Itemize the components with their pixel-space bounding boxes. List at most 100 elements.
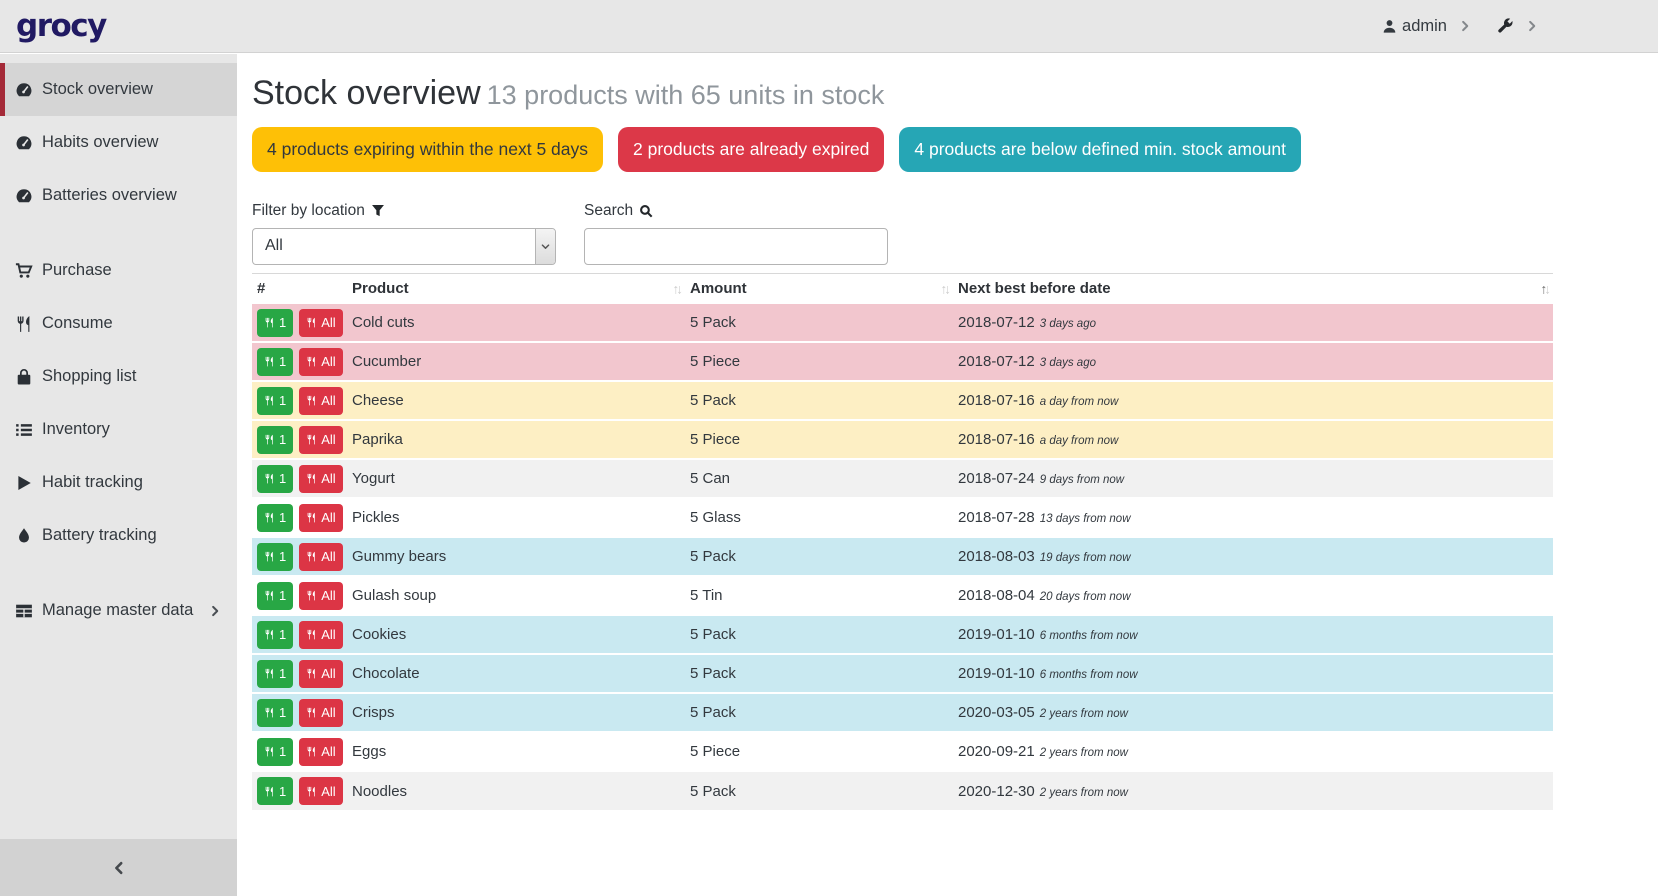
consume-all-button[interactable]: All <box>299 699 342 727</box>
cutlery-icon <box>306 512 317 523</box>
consume-all-button[interactable]: All <box>299 504 342 532</box>
consume-one-button[interactable]: 1 <box>257 348 293 376</box>
sidebar-item-manage-master-data[interactable]: Manage master data <box>0 584 237 637</box>
consume-one-button[interactable]: 1 <box>257 465 293 493</box>
best-before-date-cell: 2020-12-302 years from now <box>953 771 1553 810</box>
consume-one-button[interactable]: 1 <box>257 387 293 415</box>
amount-cell: 5 Glass <box>685 498 953 537</box>
consume-one-button[interactable]: 1 <box>257 660 293 688</box>
search-input[interactable] <box>584 228 888 265</box>
button-label: All <box>321 471 335 486</box>
sidebar-item-inventory[interactable]: Inventory <box>0 403 237 456</box>
consume-one-button[interactable]: 1 <box>257 777 293 805</box>
consume-one-button[interactable]: 1 <box>257 426 293 454</box>
best-before-date-cell: 2018-08-0420 days from now <box>953 576 1553 615</box>
consume-one-button[interactable]: 1 <box>257 738 293 766</box>
button-label: All <box>321 354 335 369</box>
chevron-down-icon <box>541 242 550 251</box>
consume-all-button[interactable]: All <box>299 582 342 610</box>
tint-icon <box>15 527 33 545</box>
column-header-product[interactable]: Product↑↓ <box>347 273 685 303</box>
sidebar-item-shopping-list[interactable]: Shopping list <box>0 350 237 403</box>
grocy-logo: grocy <box>16 8 106 44</box>
consume-all-button[interactable]: All <box>299 621 342 649</box>
sort-icon[interactable]: ↑↓ <box>1541 282 1549 297</box>
sidebar-collapse-button[interactable] <box>0 839 237 896</box>
amount-cell: 5 Piece <box>685 420 953 459</box>
amount-cell: 5 Pack <box>685 654 953 693</box>
sidebar-item-consume[interactable]: Consume <box>0 297 237 350</box>
consume-all-button[interactable]: All <box>299 738 342 766</box>
button-label: All <box>321 627 335 642</box>
row-actions: 1All <box>252 654 347 693</box>
date-value: 2018-08-03 <box>958 548 1035 565</box>
consume-all-button[interactable]: All <box>299 309 342 337</box>
cutlery-icon <box>306 473 317 484</box>
sidebar-item-label: Batteries overview <box>42 186 177 205</box>
cutlery-icon <box>264 590 275 601</box>
product-name-cell: Cold cuts <box>347 303 685 342</box>
stock-table: #Product↑↓Amount↑↓Next best before date↑… <box>252 273 1553 811</box>
consume-all-button[interactable]: All <box>299 777 342 805</box>
consume-one-button[interactable]: 1 <box>257 582 293 610</box>
button-label: All <box>321 784 335 799</box>
table-icon <box>15 602 33 620</box>
consume-all-button[interactable]: All <box>299 465 342 493</box>
cutlery-icon <box>264 317 275 328</box>
best-before-date-cell: 2018-08-0319 days from now <box>953 537 1553 576</box>
best-before-date-cell: 2018-07-249 days from now <box>953 459 1553 498</box>
sidebar-item-batteries-overview[interactable]: Batteries overview <box>0 169 237 222</box>
table-row-eggs: 1AllEggs5 Piece2020-09-212 years from no… <box>252 732 1553 771</box>
amount-cell: 5 Pack <box>685 771 953 810</box>
column-header-amount[interactable]: Amount↑↓ <box>685 273 953 303</box>
sidebar-item-habits-overview[interactable]: Habits overview <box>0 116 237 169</box>
sidebar-item-label: Consume <box>42 314 113 333</box>
button-label: All <box>321 588 335 603</box>
button-label: 1 <box>279 744 286 759</box>
badge-2-products-are-already[interactable]: 2 products are already expired <box>618 127 884 172</box>
sidebar-item-battery-tracking[interactable]: Battery tracking <box>0 509 237 562</box>
consume-one-button[interactable]: 1 <box>257 621 293 649</box>
table-row-pickles: 1AllPickles5 Glass2018-07-2813 days from… <box>252 498 1553 537</box>
wrench-icon[interactable] <box>1497 18 1514 35</box>
navbar-right: admin <box>1382 17 1538 36</box>
user-menu-chevron-right-icon[interactable] <box>1459 20 1471 32</box>
top-navbar: grocy admin <box>0 0 1658 53</box>
consume-all-button[interactable]: All <box>299 660 342 688</box>
sidebar-item-stock-overview[interactable]: Stock overview <box>0 63 237 116</box>
sidebar-item-habit-tracking[interactable]: Habit tracking <box>0 456 237 509</box>
product-name-cell: Crisps <box>347 693 685 732</box>
table-row-gulash-soup: 1AllGulash soup5 Tin2018-08-0420 days fr… <box>252 576 1553 615</box>
cutlery-icon <box>306 434 317 445</box>
timeago-text: 20 days from now <box>1040 591 1131 603</box>
table-row-chocolate: 1AllChocolate5 Pack2019-01-106 months fr… <box>252 654 1553 693</box>
date-value: 2018-07-24 <box>958 470 1035 487</box>
select-append <box>535 229 555 264</box>
location-select[interactable]: All <box>252 228 556 265</box>
shopping-bag-icon <box>15 368 33 386</box>
consume-one-button[interactable]: 1 <box>257 309 293 337</box>
row-actions: 1All <box>252 498 347 537</box>
location-filter-label: Filter by location <box>252 202 556 220</box>
badge-4-products-expiring-within[interactable]: 4 products expiring within the next 5 da… <box>252 127 603 172</box>
consume-one-button[interactable]: 1 <box>257 699 293 727</box>
page-title-text: Stock overview <box>252 74 481 112</box>
column-header-next-best-before-date[interactable]: Next best before date↑↓ <box>953 273 1553 303</box>
sort-icon[interactable]: ↑↓ <box>941 282 949 297</box>
row-actions: 1All <box>252 420 347 459</box>
header-row: #Product↑↓Amount↑↓Next best before date↑… <box>252 273 1553 303</box>
sidebar-item-purchase[interactable]: Purchase <box>0 244 237 297</box>
sidebar-item-label: Purchase <box>42 261 112 280</box>
consume-one-button[interactable]: 1 <box>257 543 293 571</box>
date-value: 2019-01-10 <box>958 665 1035 682</box>
row-actions: 1All <box>252 303 347 342</box>
settings-chevron-right-icon[interactable] <box>1526 20 1538 32</box>
user-menu[interactable]: admin <box>1382 17 1447 36</box>
consume-all-button[interactable]: All <box>299 348 342 376</box>
consume-all-button[interactable]: All <box>299 426 342 454</box>
consume-all-button[interactable]: All <box>299 387 342 415</box>
sort-icon[interactable]: ↑↓ <box>673 282 681 297</box>
badge-4-products-are-below[interactable]: 4 products are below defined min. stock … <box>899 127 1301 172</box>
consume-all-button[interactable]: All <box>299 543 342 571</box>
consume-one-button[interactable]: 1 <box>257 504 293 532</box>
